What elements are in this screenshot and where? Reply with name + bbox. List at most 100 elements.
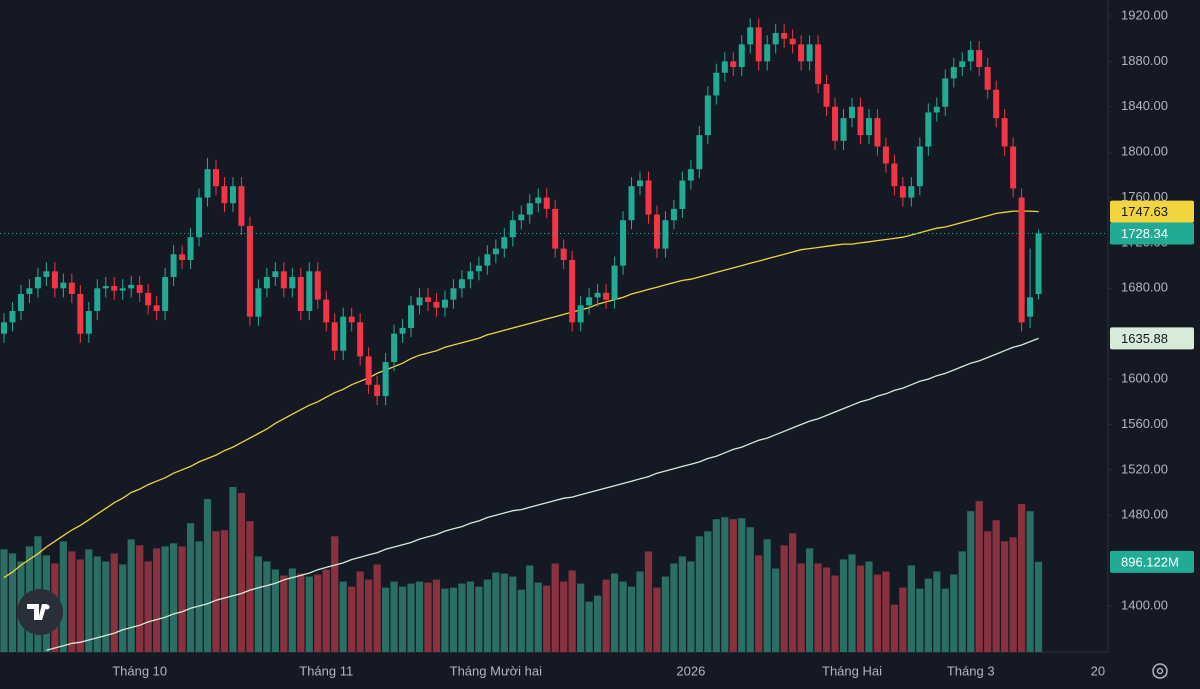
volume-bar: [534, 582, 542, 652]
x-tick-label: Tháng 11: [299, 663, 353, 678]
x-tick-label: Tháng Mười hai: [450, 663, 542, 678]
candle-body: [153, 305, 160, 311]
gear-ring[interactable]: [1152, 663, 1168, 679]
volume-bar: [873, 574, 882, 652]
candle-body: [179, 254, 186, 260]
candle-body: [620, 220, 627, 266]
candle-body: [238, 186, 245, 226]
candle-body: [535, 197, 542, 204]
candle-body: [26, 288, 33, 294]
volume-bar: [627, 586, 636, 652]
volume-bar: [441, 588, 449, 652]
y-tick-label: 1680.00: [1121, 280, 1168, 295]
candle-body: [382, 362, 389, 397]
volume-bar: [246, 521, 254, 652]
candle-body: [806, 44, 813, 62]
ma-value-label: 1635.88: [1121, 331, 1168, 346]
candle-body: [255, 288, 262, 317]
candle-body: [467, 271, 474, 280]
candle-body: [85, 310, 92, 334]
candle-body: [552, 208, 559, 249]
candle-body: [942, 78, 949, 107]
volume-bar: [712, 519, 720, 652]
volume-bar: [68, 551, 76, 652]
candle-body: [908, 186, 915, 198]
volume-bar: [517, 589, 525, 652]
volume-bar: [1034, 561, 1043, 652]
candle-body: [882, 146, 889, 164]
candle-body: [518, 214, 525, 221]
candle-body: [1027, 297, 1034, 317]
candle-body: [119, 288, 126, 291]
candle-body: [314, 271, 321, 300]
candle-body: [586, 297, 593, 306]
volume-bar: [636, 571, 644, 652]
volume-bar: [500, 573, 508, 652]
volume-bar: [789, 533, 797, 652]
candle-body: [781, 33, 788, 39]
candle-body: [704, 95, 711, 136]
candle-body: [221, 186, 228, 204]
volume-bar: [577, 583, 585, 652]
candle-body: [204, 169, 211, 198]
volume-bar: [136, 545, 144, 652]
candle-body: [1001, 118, 1008, 147]
volume-bar: [738, 518, 746, 652]
volume-bar: [644, 551, 653, 652]
volume-bar: [415, 581, 424, 652]
volume-bar: [382, 587, 390, 652]
volume-bar: [110, 553, 118, 652]
candle-body: [492, 248, 499, 255]
candle-body: [832, 106, 839, 141]
candle-body: [687, 169, 694, 181]
volume-bar: [806, 548, 814, 652]
volume-bar: [170, 543, 178, 652]
x-tick-label: Tháng 3: [947, 663, 995, 678]
candle-body: [738, 44, 745, 68]
candle-body: [391, 333, 398, 363]
candle-body: [399, 328, 406, 334]
candle-body: [331, 322, 338, 351]
ma-value-label-box: [1110, 200, 1194, 223]
volume-bar: [1026, 511, 1034, 652]
volume-bar: [984, 531, 992, 652]
volume-bar: [653, 587, 661, 652]
candle-body: [111, 286, 118, 291]
volume-bar: [551, 563, 559, 652]
candle-body: [229, 186, 236, 204]
volume-bar: [763, 539, 771, 652]
volume-bar: [186, 523, 195, 652]
candle-body: [357, 322, 364, 357]
volume-bar: [237, 493, 246, 652]
candle-body: [60, 282, 67, 289]
moving-average-line: [46, 337, 1039, 651]
volume-bar: [907, 565, 915, 652]
candle-body: [713, 72, 720, 96]
y-tick-label: 1840.00: [1121, 98, 1168, 113]
volume-bar: [924, 578, 932, 652]
volume-bar: [144, 561, 152, 652]
volume-bar: [483, 579, 491, 652]
candle-body: [323, 299, 330, 323]
volume-bar: [314, 574, 322, 652]
volume-bar: [322, 569, 330, 652]
candle-body: [348, 316, 355, 323]
candle-body: [458, 279, 465, 289]
volume-bar: [916, 588, 924, 652]
candle-body: [840, 118, 847, 141]
settings-icon[interactable]: [1152, 663, 1168, 679]
candle-body: [679, 180, 686, 209]
volume-bar: [670, 563, 678, 652]
volume-bar: [178, 546, 186, 652]
logo[interactable]: [17, 589, 63, 635]
volume-bar: [297, 573, 305, 652]
volume-bar: [967, 511, 975, 652]
candle-body: [653, 214, 660, 249]
volume-bar: [661, 576, 670, 652]
candle-body: [976, 50, 983, 68]
candle-body: [849, 106, 855, 119]
candle-body: [543, 197, 550, 209]
candle-body: [280, 271, 287, 289]
y-tick-label: 1880.00: [1121, 53, 1168, 68]
volume-bar: [526, 565, 534, 652]
